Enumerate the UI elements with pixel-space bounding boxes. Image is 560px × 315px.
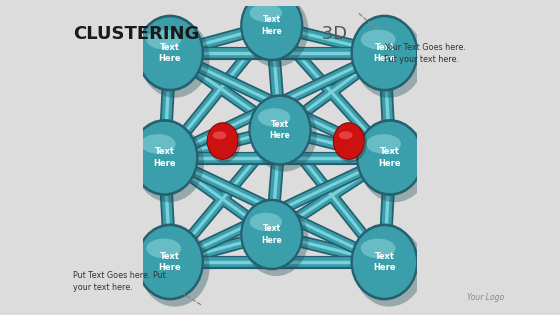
Ellipse shape [361, 30, 395, 49]
Ellipse shape [353, 17, 416, 89]
Ellipse shape [250, 97, 310, 163]
Text: Text
Here: Text Here [373, 252, 396, 272]
Text: Text
Here: Text Here [262, 224, 282, 244]
Text: Text
Here: Text Here [373, 43, 396, 63]
Ellipse shape [138, 226, 202, 298]
Ellipse shape [354, 19, 424, 98]
Ellipse shape [361, 238, 395, 258]
Ellipse shape [258, 108, 290, 127]
Ellipse shape [242, 0, 301, 59]
Ellipse shape [146, 30, 181, 49]
Ellipse shape [134, 123, 204, 202]
Ellipse shape [138, 17, 202, 89]
Ellipse shape [334, 123, 367, 163]
Ellipse shape [130, 119, 199, 196]
Ellipse shape [213, 131, 226, 139]
Ellipse shape [333, 122, 365, 160]
Ellipse shape [240, 0, 304, 61]
Ellipse shape [242, 201, 301, 268]
Ellipse shape [244, 0, 309, 67]
Ellipse shape [207, 122, 239, 160]
Text: Put Text Goes here. Put
your text here.: Put Text Goes here. Put your text here. [73, 271, 166, 292]
Ellipse shape [360, 123, 430, 202]
Ellipse shape [339, 131, 352, 139]
Ellipse shape [146, 238, 181, 258]
Text: 3D: 3D [316, 25, 348, 43]
Text: Text
Here: Text Here [262, 15, 282, 36]
Ellipse shape [250, 4, 282, 22]
Ellipse shape [334, 123, 364, 159]
Ellipse shape [207, 123, 241, 163]
Ellipse shape [250, 213, 282, 231]
Text: Text
Here: Text Here [158, 43, 181, 63]
Ellipse shape [351, 224, 418, 301]
Text: CLUSTERING: CLUSTERING [73, 25, 199, 43]
Ellipse shape [136, 224, 204, 301]
Ellipse shape [249, 94, 311, 166]
Ellipse shape [358, 122, 422, 193]
Text: Text
Here: Text Here [158, 252, 181, 272]
Ellipse shape [141, 134, 176, 154]
Ellipse shape [140, 19, 209, 98]
Ellipse shape [351, 14, 418, 91]
Ellipse shape [140, 228, 209, 306]
Ellipse shape [133, 122, 196, 193]
Text: Your Logo: Your Logo [467, 293, 504, 302]
Ellipse shape [354, 228, 424, 306]
Ellipse shape [244, 203, 309, 276]
Ellipse shape [240, 199, 304, 270]
Ellipse shape [356, 119, 424, 196]
Ellipse shape [252, 98, 317, 172]
Text: Text
Here: Text Here [153, 147, 176, 168]
Ellipse shape [353, 226, 416, 298]
Ellipse shape [136, 14, 204, 91]
Text: Text
Here: Text Here [379, 147, 402, 168]
Ellipse shape [366, 134, 401, 154]
Text: Your Text Goes here.
Put your text here.: Your Text Goes here. Put your text here. [384, 43, 465, 64]
Ellipse shape [207, 123, 237, 159]
Text: Text
Here: Text Here [269, 120, 291, 140]
